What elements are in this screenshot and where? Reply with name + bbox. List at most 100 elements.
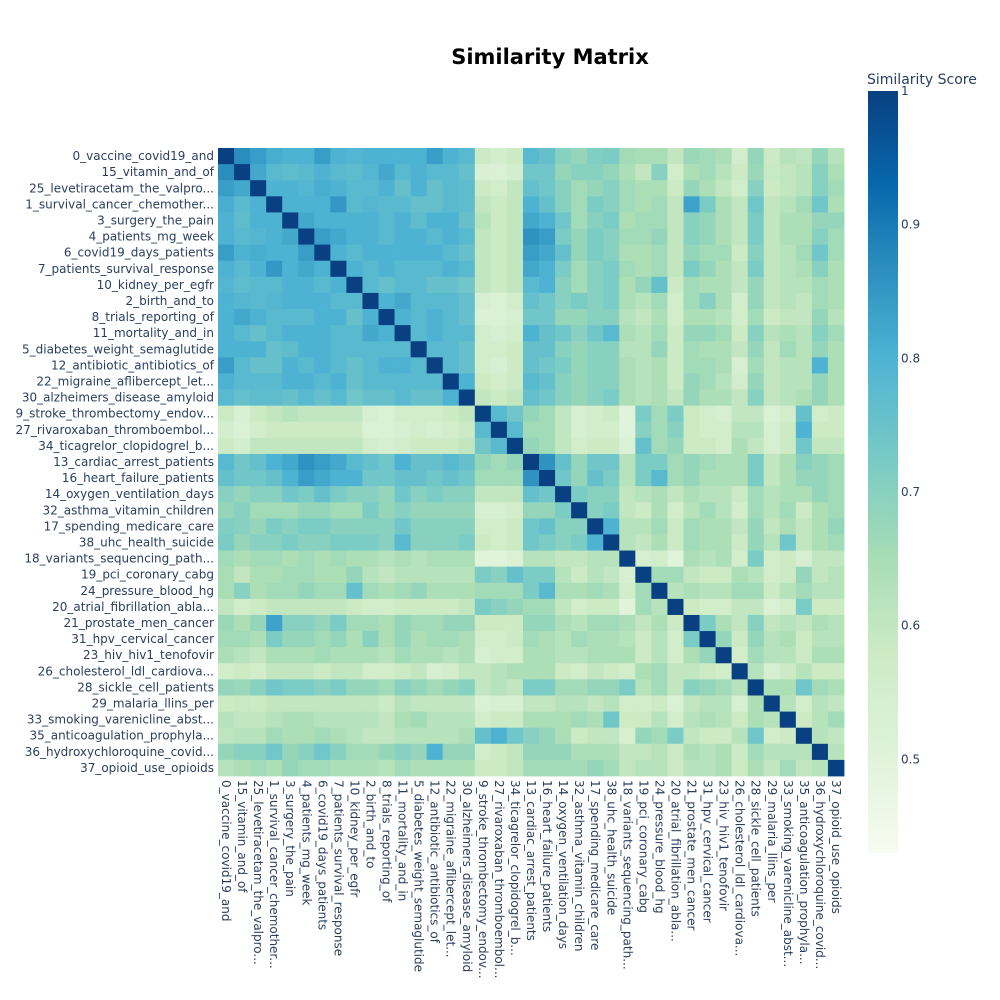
heatmap-cell[interactable] [555, 486, 572, 503]
heatmap-cell[interactable] [330, 743, 347, 761]
heatmap-cell[interactable] [234, 679, 251, 696]
heatmap-cell[interactable] [699, 421, 716, 439]
heatmap-cell[interactable] [667, 582, 684, 600]
heatmap-cell[interactable] [555, 148, 572, 165]
heatmap-cell[interactable] [555, 309, 572, 326]
heatmap-cell[interactable] [490, 437, 508, 455]
heatmap-cell[interactable] [218, 148, 235, 165]
heatmap-cell[interactable] [506, 260, 524, 278]
heatmap-cell[interactable] [362, 357, 379, 374]
heatmap-cell[interactable] [571, 647, 588, 664]
heatmap-cell[interactable] [282, 244, 299, 262]
heatmap-cell[interactable] [394, 389, 412, 407]
heatmap-cell[interactable] [266, 373, 283, 390]
heatmap-cell[interactable] [218, 502, 235, 519]
heatmap-cell[interactable] [731, 212, 749, 229]
heatmap-cell[interactable] [442, 260, 460, 278]
heatmap-cell[interactable] [539, 470, 556, 487]
heatmap-cell[interactable] [314, 260, 331, 278]
heatmap-cell[interactable] [474, 309, 492, 326]
heatmap-cell[interactable] [378, 679, 395, 696]
heatmap-cell[interactable] [555, 743, 572, 761]
heatmap-cell[interactable] [282, 405, 299, 423]
heatmap-cell[interactable] [667, 325, 684, 342]
heatmap-cell[interactable] [362, 470, 379, 487]
heatmap-cell[interactable] [250, 743, 267, 761]
heatmap-cell[interactable] [715, 260, 733, 278]
heatmap-cell[interactable] [747, 148, 765, 165]
heatmap-cell[interactable] [458, 196, 476, 213]
heatmap-cell[interactable] [522, 598, 540, 616]
heatmap-cell[interactable] [667, 212, 684, 229]
heatmap-cell[interactable] [683, 486, 700, 503]
heatmap-cell[interactable] [218, 244, 235, 262]
heatmap-cell[interactable] [651, 148, 668, 165]
heatmap-cell[interactable] [522, 405, 540, 423]
heatmap-cell[interactable] [827, 421, 845, 439]
heatmap-cell[interactable] [234, 164, 251, 181]
heatmap-cell[interactable] [667, 502, 684, 519]
heatmap-cell[interactable] [298, 357, 315, 374]
heatmap-cell[interactable] [779, 148, 797, 165]
heatmap-cell[interactable] [458, 421, 476, 439]
heatmap-cell[interactable] [699, 534, 716, 551]
heatmap-cell[interactable] [587, 647, 604, 664]
heatmap-cell[interactable] [474, 486, 492, 503]
heatmap-cell[interactable] [555, 598, 572, 616]
heatmap-cell[interactable] [522, 534, 540, 551]
heatmap-cell[interactable] [490, 148, 508, 165]
heatmap-cell[interactable] [715, 759, 733, 777]
heatmap-cell[interactable] [635, 357, 652, 374]
heatmap-cell[interactable] [571, 292, 588, 310]
heatmap-cell[interactable] [571, 759, 588, 777]
heatmap-cell[interactable] [651, 453, 668, 471]
heatmap-cell[interactable] [218, 453, 235, 471]
heatmap-cell[interactable] [683, 647, 700, 664]
heatmap-cell[interactable] [346, 631, 363, 648]
heatmap-cell[interactable] [362, 180, 379, 197]
heatmap-cell[interactable] [587, 260, 604, 278]
heatmap-cell[interactable] [362, 518, 379, 535]
heatmap-cell[interactable] [731, 148, 749, 165]
heatmap-cell[interactable] [330, 518, 347, 535]
heatmap-cell[interactable] [811, 325, 829, 342]
heatmap-cell[interactable] [651, 743, 668, 761]
heatmap-cell[interactable] [522, 292, 540, 310]
heatmap-cell[interactable] [378, 276, 395, 294]
heatmap-cell[interactable] [298, 679, 315, 696]
heatmap-cell[interactable] [442, 212, 460, 229]
heatmap-cell[interactable] [635, 502, 652, 519]
heatmap-cell[interactable] [603, 502, 620, 519]
heatmap-cell[interactable] [763, 325, 781, 342]
heatmap-cell[interactable] [747, 244, 765, 262]
heatmap-cell[interactable] [763, 759, 781, 777]
heatmap-cell[interactable] [234, 212, 251, 229]
heatmap-cell[interactable] [715, 631, 733, 648]
heatmap-cell[interactable] [539, 663, 556, 680]
heatmap-cell[interactable] [234, 470, 251, 487]
heatmap-cell[interactable] [282, 486, 299, 503]
heatmap-cell[interactable] [266, 309, 283, 326]
heatmap-cell[interactable] [619, 566, 636, 584]
heatmap-cell[interactable] [314, 276, 331, 294]
heatmap-cell[interactable] [731, 405, 749, 423]
heatmap-cell[interactable] [330, 212, 347, 229]
heatmap-cell[interactable] [603, 405, 620, 423]
heatmap-cell[interactable] [234, 180, 251, 197]
heatmap-cell[interactable] [555, 470, 572, 487]
heatmap-cell[interactable] [619, 244, 636, 262]
heatmap-cell[interactable] [458, 148, 476, 165]
heatmap-cell[interactable] [218, 598, 235, 616]
heatmap-cell[interactable] [474, 164, 492, 181]
heatmap-cell[interactable] [603, 663, 620, 680]
heatmap-cell[interactable] [506, 292, 524, 310]
heatmap-cell[interactable] [266, 389, 283, 407]
heatmap-cell[interactable] [699, 582, 716, 600]
heatmap-cell[interactable] [763, 502, 781, 519]
heatmap-cell[interactable] [603, 148, 620, 165]
heatmap-cell[interactable] [442, 276, 460, 294]
heatmap-cell[interactable] [522, 695, 540, 712]
heatmap-cell[interactable] [394, 357, 412, 374]
heatmap-cell[interactable] [539, 598, 556, 616]
heatmap-cell[interactable] [330, 759, 347, 777]
